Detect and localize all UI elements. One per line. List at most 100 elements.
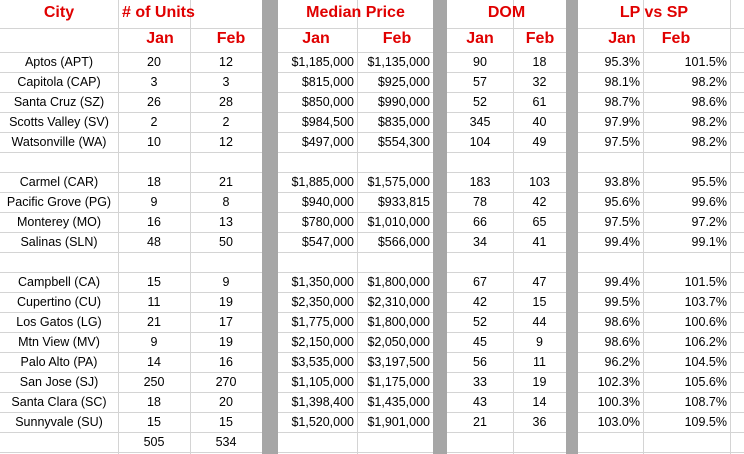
- grid-line: [0, 28, 744, 29]
- value-cell: 105.6%: [684, 375, 727, 389]
- value-cell: 11: [147, 295, 161, 309]
- value-cell: 52: [473, 95, 487, 109]
- value-cell: 41: [532, 235, 547, 249]
- value-cell: $933,815: [377, 195, 430, 209]
- city-cell: Campbell (CA): [18, 275, 100, 289]
- value-cell: $1,520,000: [291, 415, 354, 429]
- value-cell: $1,575,000: [367, 175, 430, 189]
- grid-line: [0, 372, 744, 373]
- grid-line: [357, 0, 358, 454]
- city-cell: Carmel (CAR): [19, 175, 99, 189]
- month-header: Jan: [146, 30, 174, 47]
- value-cell: 26: [147, 95, 161, 109]
- grid-line: [190, 0, 191, 454]
- value-cell: $835,000: [377, 115, 430, 129]
- value-cell: $2,050,000: [367, 335, 430, 349]
- value-cell: 15: [147, 415, 161, 429]
- value-cell: 98.7%: [604, 95, 640, 109]
- value-cell: 14: [532, 395, 547, 409]
- grid-line: [0, 252, 744, 253]
- value-cell: 95.3%: [604, 55, 640, 69]
- header-units: # of Units: [122, 4, 195, 21]
- value-cell: 18: [147, 175, 161, 189]
- grid-line: [513, 0, 514, 454]
- city-cell: Capitola (CAP): [17, 75, 101, 89]
- value-cell: 99.4%: [604, 275, 640, 289]
- value-cell: 10: [147, 135, 161, 149]
- value-cell: 34: [473, 235, 487, 249]
- grid-line: [0, 432, 744, 433]
- value-cell: 104: [469, 135, 491, 149]
- city-cell: Mtn View (MV): [18, 335, 100, 349]
- grid-line: [0, 332, 744, 333]
- value-cell: 98.6%: [604, 335, 640, 349]
- value-cell: 102.3%: [597, 375, 640, 389]
- value-cell: $1,800,000: [367, 315, 430, 329]
- value-cell: 106.2%: [684, 335, 727, 349]
- value-cell: $1,010,000: [367, 215, 430, 229]
- value-cell: 44: [532, 315, 547, 329]
- city-cell: Santa Cruz (SZ): [13, 95, 105, 109]
- grid-line: [0, 192, 744, 193]
- value-cell: 11: [533, 355, 546, 369]
- city-cell: Aptos (APT): [24, 55, 94, 69]
- value-cell: $554,300: [377, 135, 430, 149]
- total-cell: 534: [215, 435, 237, 449]
- month-header: Feb: [216, 30, 246, 47]
- value-cell: $815,000: [301, 75, 354, 89]
- month-header: Jan: [466, 30, 494, 47]
- value-cell: $1,435,000: [367, 395, 430, 409]
- city-cell: Scotts Valley (SV): [9, 115, 109, 129]
- value-cell: $1,105,000: [291, 375, 354, 389]
- city-cell: Monterey (MO): [16, 215, 102, 229]
- value-cell: 48: [147, 235, 161, 249]
- value-cell: 16: [147, 215, 161, 229]
- value-cell: 47: [532, 275, 547, 289]
- value-cell: 49: [532, 135, 547, 149]
- value-cell: 9: [222, 275, 230, 289]
- value-cell: 40: [532, 115, 547, 129]
- value-cell: 61: [532, 95, 547, 109]
- value-cell: 183: [469, 175, 491, 189]
- value-cell: 100.3%: [597, 395, 640, 409]
- month-header: Jan: [302, 30, 330, 47]
- grid-line: [730, 0, 731, 454]
- value-cell: 12: [219, 135, 233, 149]
- value-cell: 3: [222, 75, 230, 89]
- value-cell: 43: [473, 395, 487, 409]
- grid-line: [643, 0, 644, 454]
- value-cell: $3,535,000: [291, 355, 354, 369]
- value-cell: $2,150,000: [291, 335, 354, 349]
- value-cell: 19: [219, 335, 233, 349]
- city-cell: Salinas (SLN): [20, 235, 98, 249]
- header-median-price: Median Price: [306, 4, 405, 21]
- value-cell: 98.2%: [691, 135, 727, 149]
- value-cell: $1,901,000: [367, 415, 430, 429]
- value-cell: $780,000: [301, 215, 354, 229]
- city-cell: Sunnyvale (SU): [15, 415, 103, 429]
- value-cell: 21: [219, 175, 233, 189]
- grid-line: [0, 172, 744, 173]
- grid-line: [0, 132, 744, 133]
- grid-line: [0, 352, 744, 353]
- value-cell: 97.2%: [691, 215, 727, 229]
- value-cell: $2,310,000: [367, 295, 430, 309]
- value-cell: 100.6%: [684, 315, 727, 329]
- value-cell: 97.5%: [604, 135, 640, 149]
- value-cell: 14: [147, 355, 161, 369]
- value-cell: 15: [147, 275, 161, 289]
- value-cell: $1,135,000: [367, 55, 430, 69]
- value-cell: 36: [532, 415, 547, 429]
- grid-line: [0, 112, 744, 113]
- value-cell: $547,000: [301, 235, 354, 249]
- grid-line: [0, 212, 744, 213]
- value-cell: 18: [147, 395, 161, 409]
- city-cell: Pacific Grove (PG): [6, 195, 112, 209]
- value-cell: 42: [473, 295, 487, 309]
- grid-line: [0, 392, 744, 393]
- grid-line: [0, 272, 744, 273]
- grid-line: [0, 52, 744, 53]
- city-cell: Watsonville (WA): [11, 135, 107, 149]
- city-cell: Palo Alto (PA): [20, 355, 98, 369]
